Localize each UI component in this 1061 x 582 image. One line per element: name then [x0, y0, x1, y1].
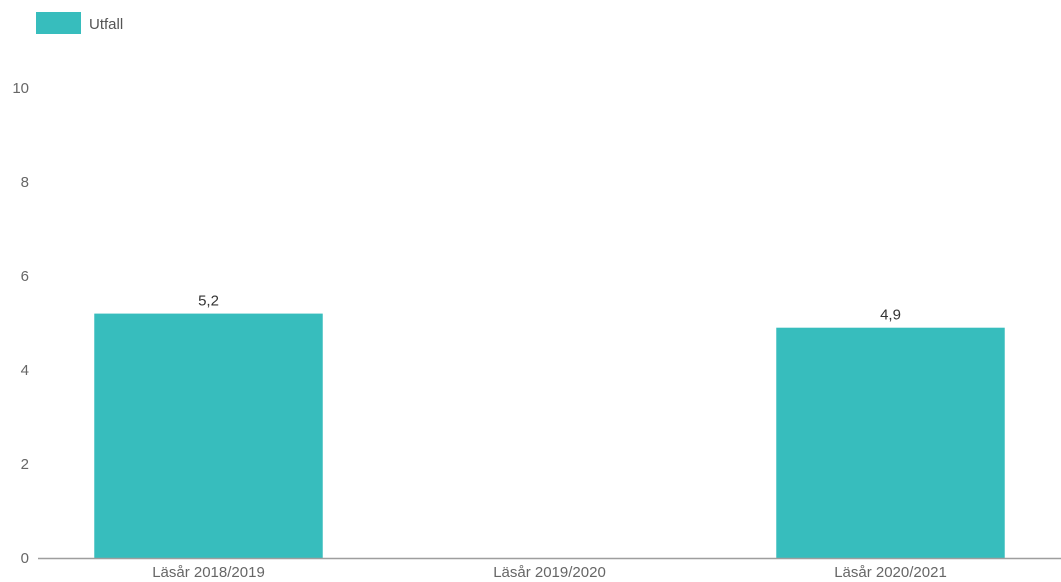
y-tick-label: 0: [21, 550, 29, 567]
legend-swatch-utfall: [36, 12, 81, 34]
y-tick-label: 10: [12, 80, 29, 97]
bar-1[interactable]: [94, 313, 323, 558]
bar-value-label: 5,2: [198, 293, 219, 310]
bars: [94, 313, 1005, 558]
bar-3[interactable]: [776, 327, 1005, 558]
y-tick-label: 4: [21, 362, 29, 379]
legend: Utfall: [36, 12, 123, 34]
y-tick-label: 2: [21, 456, 29, 473]
legend-label-utfall: Utfall: [89, 16, 123, 33]
y-tick-label: 6: [21, 268, 29, 285]
x-tick-label: Läsår 2018/2019: [152, 564, 265, 581]
y-tick-label: 8: [21, 174, 29, 191]
y-axis-ticks: 0 2 4 6 8 10: [12, 80, 29, 567]
x-tick-label: Läsår 2020/2021: [834, 564, 947, 581]
x-tick-label: Läsår 2019/2020: [493, 564, 606, 581]
data-labels: 5,2 4,9: [198, 293, 901, 324]
bar-value-label: 4,9: [880, 307, 901, 324]
x-axis-ticks: Läsår 2018/2019 Läsår 2019/2020 Läsår 2020…: [152, 564, 947, 581]
